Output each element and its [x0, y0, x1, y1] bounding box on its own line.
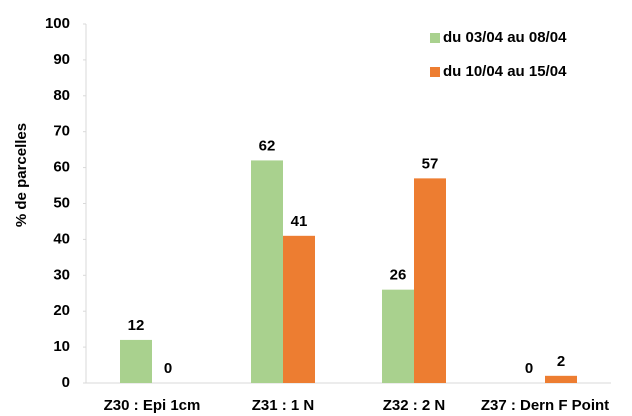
legend-label: du 03/04 au 08/04 — [443, 29, 567, 46]
value-label: 0 — [164, 360, 172, 377]
value-label: 0 — [525, 360, 533, 377]
bar — [283, 235, 315, 383]
y-tick-label: 50 — [53, 194, 70, 211]
x-tick-label: Z30 : Epi 1cm — [104, 397, 201, 414]
x-tick-label: Z37 : Dern F Point — [481, 397, 609, 414]
value-label: 57 — [422, 155, 439, 172]
y-tick-label: 20 — [53, 302, 70, 319]
y-tick-label: 30 — [53, 266, 70, 283]
y-tick-label: 60 — [53, 159, 70, 176]
y-tick-label: 80 — [53, 87, 70, 104]
y-tick-label: 90 — [53, 51, 70, 68]
y-tick-label: 100 — [45, 15, 70, 32]
value-label: 41 — [291, 213, 308, 230]
y-axis-title: % de parcelles — [13, 123, 30, 227]
bar — [545, 375, 577, 383]
y-tick-label: 0 — [62, 374, 70, 391]
y-tick-label: 10 — [53, 338, 70, 355]
value-label: 2 — [557, 353, 565, 370]
y-tick-label: 70 — [53, 123, 70, 140]
legend-label: du 10/04 au 15/04 — [443, 63, 567, 80]
legend-swatch — [430, 33, 440, 43]
bar — [120, 339, 152, 383]
value-label: 12 — [128, 317, 145, 334]
bar — [382, 289, 414, 383]
legend-swatch — [430, 67, 440, 77]
bar — [414, 178, 446, 383]
bar — [251, 160, 283, 383]
value-label: 26 — [390, 267, 407, 284]
x-tick-label: Z31 : 1 N — [252, 397, 315, 414]
x-tick-label: Z32 : 2 N — [383, 397, 446, 414]
value-label: 62 — [259, 137, 276, 154]
y-tick-label: 40 — [53, 230, 70, 247]
